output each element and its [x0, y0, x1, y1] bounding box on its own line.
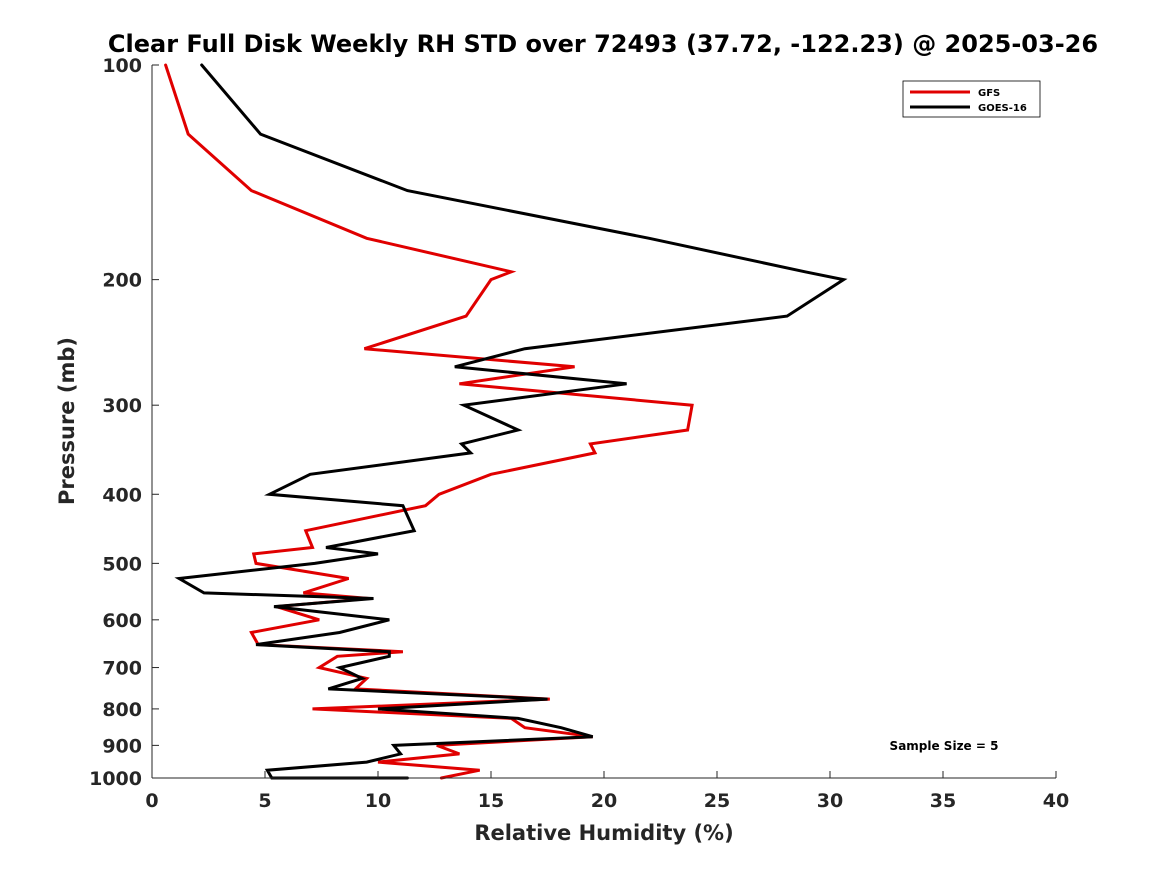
- y-tick-label: 600: [102, 610, 142, 632]
- x-tick-label: 35: [930, 790, 956, 812]
- y-tick-label: 500: [102, 553, 142, 575]
- y-tick-label: 800: [102, 699, 142, 721]
- y-tick-label: 100: [102, 55, 142, 77]
- sample-size-annotation: Sample Size = 5: [890, 739, 999, 753]
- y-tick-label: 900: [102, 735, 142, 757]
- y-tick-label: 700: [102, 658, 142, 680]
- x-tick-label: 30: [817, 790, 843, 812]
- x-tick-label: 20: [591, 790, 617, 812]
- y-tick-label: 200: [102, 270, 142, 292]
- x-tick-label: 40: [1043, 790, 1069, 812]
- y-tick-label: 400: [102, 484, 142, 506]
- x-tick-label: 25: [704, 790, 730, 812]
- y-axis-label: Pressure (mb): [55, 337, 79, 505]
- legend: GFS GOES-16: [902, 80, 1041, 118]
- x-tick-label: 0: [145, 790, 158, 812]
- x-ticks: 0 5 10 15 20 25 30 35 40: [145, 771, 1069, 812]
- legend-label: GFS: [978, 88, 1000, 99]
- x-tick-label: 15: [478, 790, 504, 812]
- y-tick-label: 300: [102, 395, 142, 417]
- chart-title: Clear Full Disk Weekly RH STD over 72493…: [108, 30, 1098, 58]
- y-ticks: 100 200 300 400 500 600 700 800 900 1000: [89, 55, 159, 790]
- x-axis-label: Relative Humidity (%): [474, 821, 733, 845]
- y-tick-label: 1000: [89, 768, 142, 790]
- x-tick-label: 5: [258, 790, 271, 812]
- legend-label: GOES-16: [978, 103, 1027, 114]
- series-line-goes-16: [174, 63, 848, 780]
- x-tick-label: 10: [365, 790, 391, 812]
- plot-area: [164, 63, 848, 780]
- legend-box: [902, 80, 1041, 118]
